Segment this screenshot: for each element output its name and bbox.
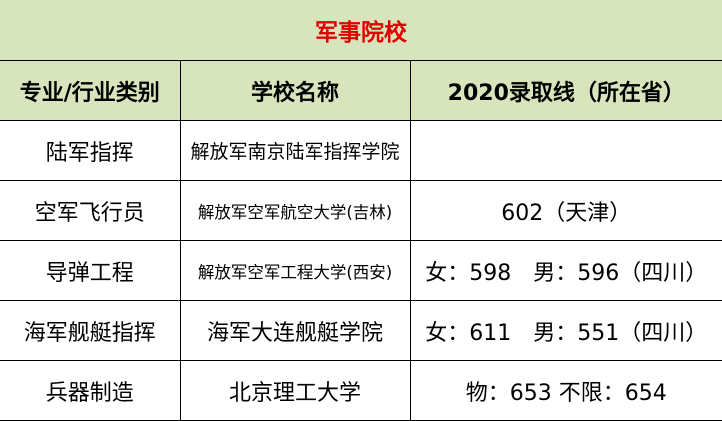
table-title: 军事院校 [0, 0, 722, 61]
cell-school: 北京理工大学 [179, 360, 411, 421]
title-row: 军事院校 [0, 0, 722, 61]
cell-score: 女：611 男：551（四川） [409, 300, 722, 361]
header-major: 专业/行业类别 [0, 60, 181, 121]
header-score: 2020录取线（所在省） [409, 60, 722, 121]
cell-school: 解放军空军航空大学(吉林) [179, 180, 411, 241]
table-row: 空军飞行员 解放军空军航空大学(吉林) 602（天津） [0, 180, 722, 241]
cell-school: 解放军空军工程大学(西安) [179, 240, 411, 301]
header-row: 专业/行业类别 学校名称 2020录取线（所在省） [0, 60, 722, 121]
table-row: 兵器制造 北京理工大学 物：653 不限：654 [0, 360, 722, 421]
table-row: 海军舰艇指挥 海军大连舰艇学院 女：611 男：551（四川） [0, 300, 722, 361]
cell-school: 解放军南京陆军指挥学院 [179, 120, 411, 181]
cell-school: 海军大连舰艇学院 [179, 300, 411, 361]
table-row: 陆军指挥 解放军南京陆军指挥学院 [0, 120, 722, 181]
cell-major: 空军飞行员 [0, 180, 181, 241]
cell-score: 602（天津） [409, 180, 722, 241]
table-row: 导弹工程 解放军空军工程大学(西安) 女：598 男：596（四川） [0, 240, 722, 301]
cell-major: 海军舰艇指挥 [0, 300, 181, 361]
cell-score [409, 120, 722, 181]
header-school: 学校名称 [179, 60, 411, 121]
cell-score: 女：598 男：596（四川） [409, 240, 722, 301]
cell-major: 陆军指挥 [0, 120, 181, 181]
cell-score: 物：653 不限：654 [409, 360, 722, 421]
cell-major: 兵器制造 [0, 360, 181, 421]
cell-major: 导弹工程 [0, 240, 181, 301]
